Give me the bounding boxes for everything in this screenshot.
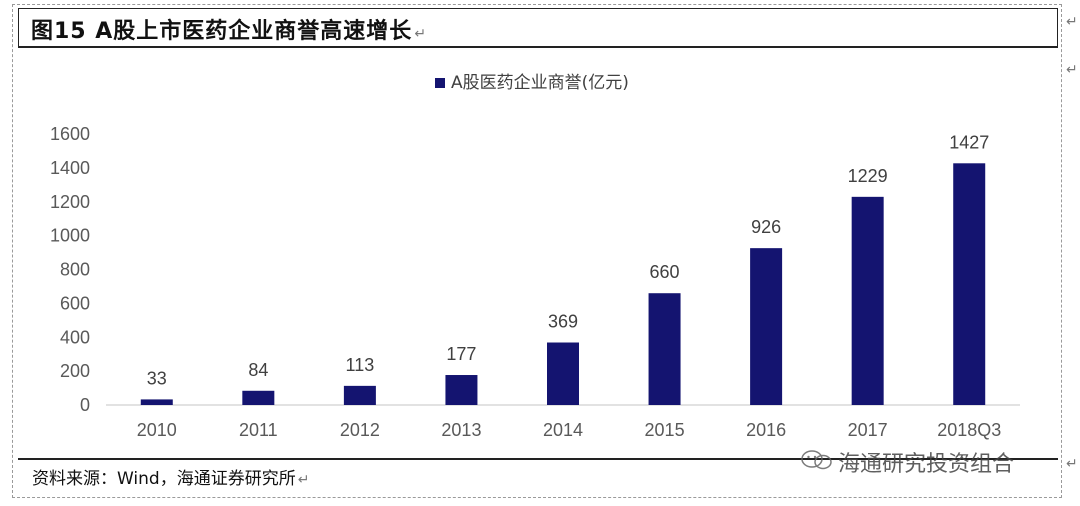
- bar-2018Q3: [953, 163, 986, 405]
- paragraph-mark-icon: ↵: [1066, 62, 1078, 78]
- bar-value-label: 660: [650, 262, 680, 282]
- paragraph-mark-icon: ↵: [414, 26, 428, 42]
- bar-value-label: 1427: [949, 132, 989, 152]
- source-note-text: 资料来源：Wind，海通证券研究所: [32, 469, 296, 489]
- y-tick-label: 600: [60, 293, 90, 313]
- y-tick-label: 800: [60, 260, 90, 280]
- bar-value-label: 33: [147, 368, 167, 388]
- x-tick-label: 2013: [441, 420, 481, 440]
- watermark-text: 海通研究投资组合: [838, 452, 1015, 477]
- legend-label: A股医药企业商誉(亿元): [451, 73, 629, 93]
- x-tick-label: 2018Q3: [937, 420, 1001, 440]
- watermark: 海通研究投资组合: [800, 446, 1014, 478]
- source-note: 资料来源：Wind，海通证券研究所 ↵: [32, 464, 309, 489]
- bar-2017: [851, 196, 884, 405]
- x-tick-label: 2015: [645, 420, 685, 440]
- bar-2015: [648, 293, 681, 405]
- bars: [140, 163, 986, 405]
- figure-title-text: 图15 A股上市医药企业商誉高速增长: [31, 19, 413, 44]
- x-tick-label: 2011: [239, 420, 278, 440]
- bar-2012: [343, 385, 376, 405]
- paragraph-mark-icon: ↵: [1066, 456, 1078, 472]
- figure-title-box: 图15 A股上市医药企业商誉高速增长 ↵: [18, 8, 1058, 48]
- figure-title: 图15 A股上市医药企业商誉高速增长 ↵: [31, 13, 427, 45]
- bar-value-label: 177: [446, 344, 476, 364]
- y-tick-label: 400: [60, 327, 90, 347]
- bar-2013: [445, 375, 478, 405]
- y-tick-label: 1200: [50, 192, 90, 212]
- figure-frame: [12, 4, 1062, 498]
- chart-legend: A股医药企业商誉(亿元): [435, 73, 629, 93]
- paragraph-mark-icon: ↵: [1066, 14, 1078, 30]
- bar-value-label: 113: [346, 355, 375, 375]
- x-tick-label: 2012: [340, 420, 380, 440]
- y-tick-label: 1600: [50, 124, 90, 144]
- bar-labels: 33 84 113 177 369 660 926 1229 1427: [147, 132, 989, 388]
- bar-2010: [140, 399, 173, 405]
- x-tick-label: 2016: [746, 420, 786, 440]
- bar-value-label: 369: [548, 312, 578, 332]
- source-divider: [18, 458, 1058, 460]
- bar-value-label: 1229: [848, 166, 888, 186]
- bar-value-label: 84: [248, 360, 268, 380]
- y-tick-label: 1400: [50, 158, 90, 178]
- legend-swatch: [435, 78, 445, 88]
- y-tick-label: 200: [60, 361, 90, 381]
- y-tick-label: 0: [80, 395, 90, 415]
- x-tick-label: 2014: [543, 420, 583, 440]
- y-axis: 0 200 400 600 800 1000 1200 1400 1600: [50, 124, 90, 415]
- y-tick-label: 1000: [50, 226, 90, 246]
- x-tick-label: 2010: [137, 420, 177, 440]
- bar-2016: [750, 248, 783, 405]
- x-tick-label: 2017: [848, 420, 888, 440]
- bar-value-label: 926: [751, 217, 781, 237]
- paragraph-mark-icon: ↵: [297, 472, 310, 488]
- bar-2011: [242, 390, 275, 405]
- wechat-icon: [800, 449, 834, 477]
- bar-2014: [547, 342, 579, 405]
- x-axis: 2010 2011 2012 2013 2014 2015 2016 2017 2018Q3: [137, 420, 1001, 440]
